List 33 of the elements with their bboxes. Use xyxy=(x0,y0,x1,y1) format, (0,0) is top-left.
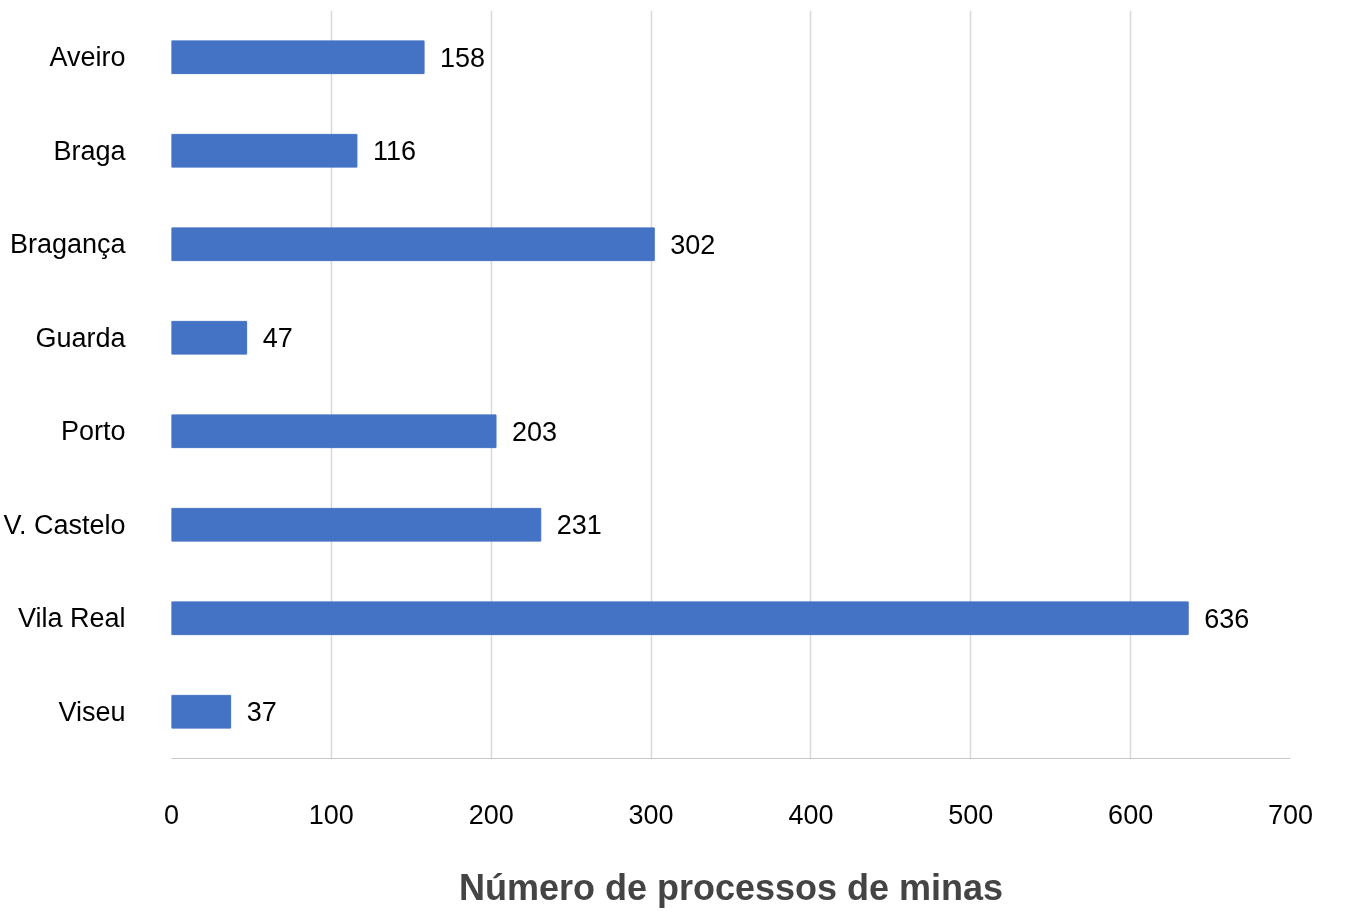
x-tick-label: 400 xyxy=(788,799,834,830)
y-tick-label: Aveiro xyxy=(49,42,126,73)
y-tick-label: Vila Real xyxy=(17,603,126,634)
y-tick-label: Viseu xyxy=(58,696,126,727)
bar xyxy=(171,227,655,262)
x-tick-label: 0 xyxy=(163,799,180,830)
bar xyxy=(171,320,248,355)
x-tick-label: 200 xyxy=(468,799,514,830)
x-tick-label: 100 xyxy=(308,799,354,830)
data-label: 231 xyxy=(556,510,602,541)
data-label: 158 xyxy=(440,42,486,73)
x-tick-label: 500 xyxy=(948,799,994,830)
bar xyxy=(171,507,542,542)
x-tick-label: 600 xyxy=(1108,799,1154,830)
x-axis-title: Número de processos de minas xyxy=(458,866,1004,908)
data-label: 636 xyxy=(1204,603,1250,634)
bar xyxy=(171,40,425,75)
y-tick-label: Braga xyxy=(53,135,127,166)
bar xyxy=(171,601,1189,636)
data-label: 302 xyxy=(670,229,716,260)
bar xyxy=(171,694,232,729)
y-tick-label: Bragança xyxy=(9,229,127,260)
bar xyxy=(171,414,497,449)
bar xyxy=(171,133,358,168)
data-label: 203 xyxy=(512,416,558,447)
x-tick-label: 700 xyxy=(1267,799,1314,830)
data-label: 37 xyxy=(246,697,277,728)
data-label: 116 xyxy=(372,136,416,167)
x-tick-label: 300 xyxy=(628,799,674,830)
y-tick-label: Guarda xyxy=(35,322,127,353)
y-tick-label: Porto xyxy=(60,416,126,447)
y-tick-label: V. Castelo xyxy=(3,509,126,540)
data-label: 47 xyxy=(262,323,293,354)
